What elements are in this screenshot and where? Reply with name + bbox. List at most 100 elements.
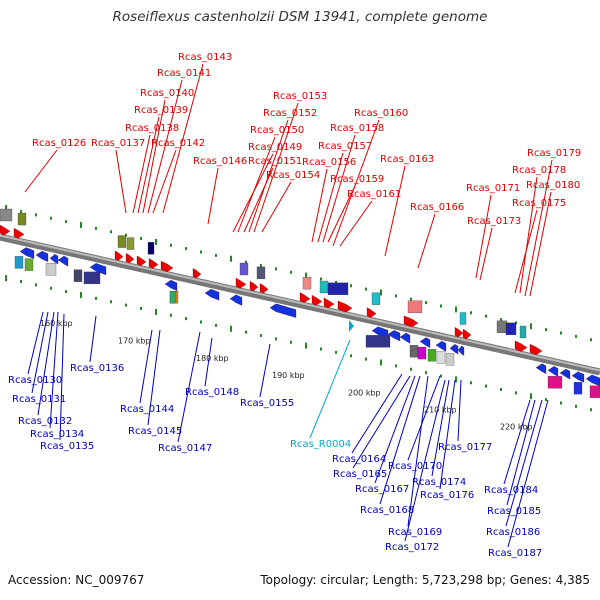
scale-label: 160 kbp [40,319,73,328]
top-tick [365,287,367,291]
gene-label-top: Rcas_0142 [151,138,205,149]
gene-block [73,269,83,282]
bottom-tick [200,320,202,324]
top-tick [410,297,412,301]
top-tick [170,243,172,247]
gene-block [409,345,419,358]
gene-label-bottom: Rcas_0147 [158,443,212,454]
reverse-gene-arrow [399,332,411,344]
bottom-tick [95,296,97,300]
bottom-tick [455,376,457,383]
label-leader [162,63,204,214]
gene-block [169,291,177,304]
gene-block [505,322,517,336]
reverse-gene-arrow [547,366,559,377]
reverse-gene-arrow [419,337,431,349]
reverse-gene-arrow [204,288,220,301]
top-tick [125,233,127,237]
label-leader [139,329,153,404]
gene-label-bottom: Rcas_0170 [388,461,442,472]
label-leader [524,159,553,297]
bottom-tick [320,347,322,351]
label-leader [507,399,549,548]
genome-title: Roseiflexus castenholzii DSM 13941, comp… [112,9,488,25]
gene-block [24,258,34,271]
top-tick [215,253,217,257]
top-tick [95,226,97,230]
reverse-gene-arrow [35,250,49,263]
gene-label-bottom: Rcas_0145 [128,426,182,437]
label-leader [177,331,201,443]
gene-label-bottom: Rcas_0169 [388,527,442,538]
label-leader [243,167,274,233]
forward-gene-arrow [0,224,11,236]
bottom-tick [110,300,112,304]
bottom-tick [380,359,382,366]
gene-block [417,346,427,360]
label-leader [339,200,373,247]
top-tick [575,334,577,338]
gene-block [459,312,467,325]
label-leader [309,339,351,439]
label-leader [207,167,219,225]
gene-block [589,385,600,398]
gene-label-top: Rcas_0175 [512,198,566,209]
bottom-tick [305,342,307,349]
bottom-tick [560,401,562,405]
bottom-tick [65,290,67,294]
gene-block [371,292,381,305]
scale-label: 190 kbp [272,371,305,380]
bottom-tick [125,303,127,307]
scale-label: 210 kbp [424,405,457,414]
top-tick [470,311,472,315]
top-tick [590,338,592,342]
bottom-tick [590,408,592,412]
bottom-tick [335,350,337,354]
gene-block [256,266,266,279]
bottom-tick [395,364,397,368]
gene-block [573,381,583,395]
label-leader [505,399,543,527]
label-leader [379,375,421,505]
gene-block [496,320,508,333]
gene-label-bottom: Rcas_0148 [185,387,239,398]
forward-gene-arrow [462,328,472,340]
label-leader [261,181,292,233]
gene-label-top: Rcas_0151 [248,156,302,167]
forward-gene-arrow [160,260,174,273]
gene-label-bottom: Rcas_0172 [385,542,439,553]
top-tick [305,272,307,279]
gene-block [407,300,423,313]
genome-backbone [0,233,600,376]
gene-label-bottom: Rcas_0185 [487,506,541,517]
top-tick [155,238,157,245]
top-tick [485,314,487,318]
label-leader [27,311,44,375]
bottom-tick [230,325,232,332]
label-leader [317,152,344,243]
gene-label-top: Rcas_0150 [250,125,304,136]
bottom-tick [365,357,367,361]
reverse-gene-arrow [585,374,600,387]
label-leader [503,399,531,485]
gene-label-bottom: Rcas_0136 [70,363,124,374]
forward-gene-arrow [454,327,464,338]
reverse-gene-arrow [57,255,69,267]
gene-label-bottom: Rcas_0155 [240,398,294,409]
bottom-tick [575,404,577,408]
label-leader [327,185,356,243]
gene-block [0,208,13,222]
gene-block [436,351,446,364]
top-tick [320,277,322,281]
gene-label-top: Rcas_0180 [526,180,580,191]
bottom-tick [440,374,442,378]
gene-label-bottom: Rcas_0186 [486,527,540,538]
top-tick [275,267,277,271]
gene-label-top: Rcas_0141 [157,68,211,79]
top-tick [50,216,52,220]
label-leader [248,119,289,233]
gene-label-bottom: Rcas_0130 [8,375,62,386]
label-leader [374,375,416,484]
label-leader [253,102,299,233]
forward-gene-arrow [125,253,135,264]
